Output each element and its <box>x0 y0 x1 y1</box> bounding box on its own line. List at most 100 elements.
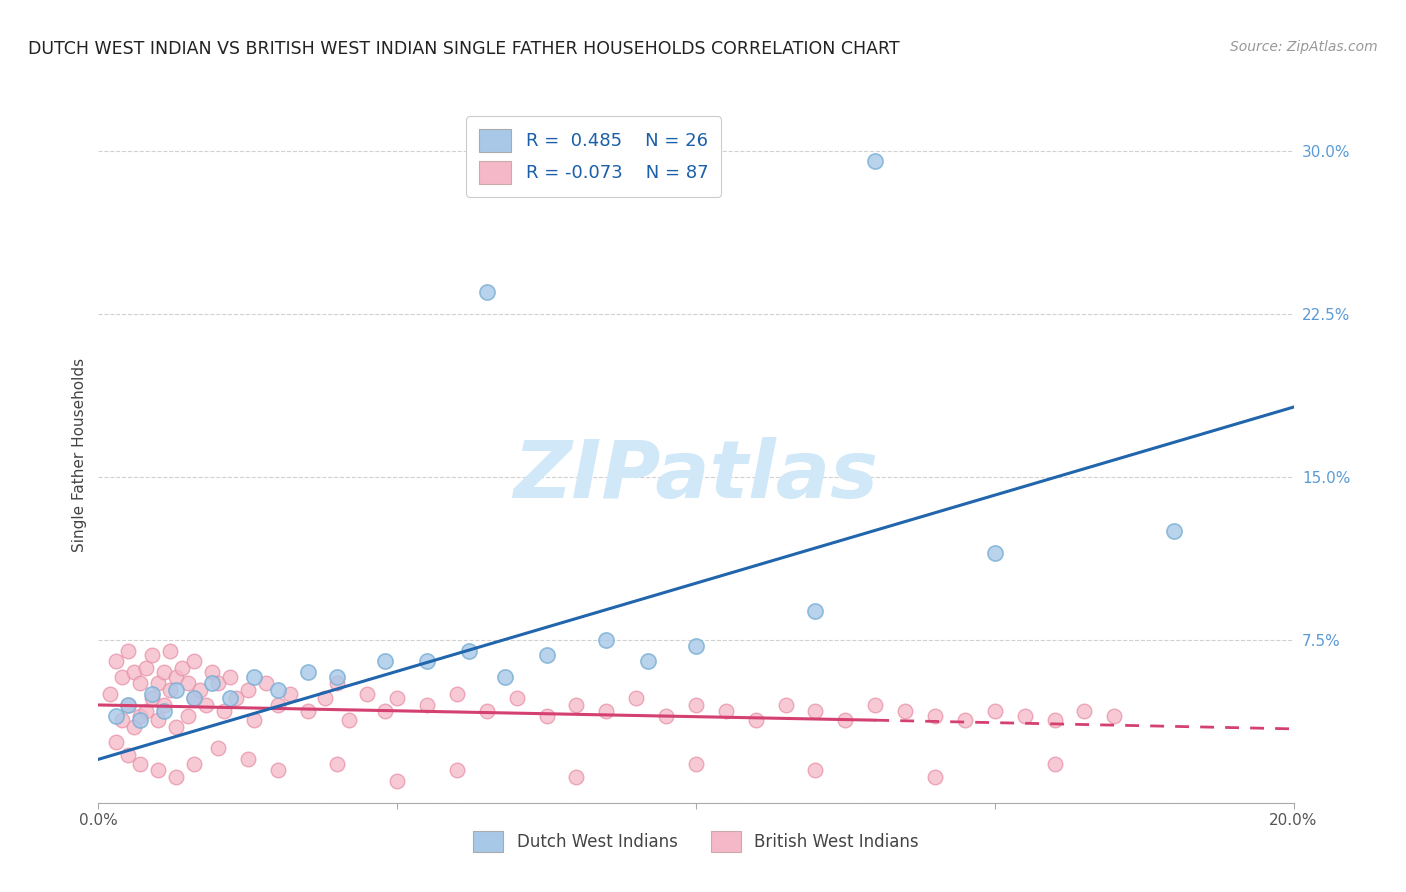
Point <box>165 720 187 734</box>
Point <box>165 770 187 784</box>
Point <box>267 698 290 712</box>
Point <box>201 676 224 690</box>
Point <box>385 691 409 706</box>
Point <box>924 770 946 784</box>
Point <box>201 665 224 680</box>
Point <box>172 661 194 675</box>
Point <box>165 682 187 697</box>
Point <box>148 713 170 727</box>
Point <box>129 713 152 727</box>
Point <box>254 676 277 690</box>
Point <box>297 705 319 719</box>
Point <box>475 285 498 299</box>
Point <box>141 691 163 706</box>
Point <box>385 774 409 789</box>
Point <box>1043 713 1066 727</box>
Point <box>129 676 152 690</box>
Point <box>745 713 768 727</box>
Point <box>953 713 976 727</box>
Point <box>195 698 218 712</box>
Point <box>446 763 468 777</box>
Point <box>1043 756 1066 771</box>
Y-axis label: Single Father Households: Single Father Households <box>72 358 87 552</box>
Point <box>685 756 707 771</box>
Point <box>924 708 946 723</box>
Text: ZIPatlas: ZIPatlas <box>513 437 879 515</box>
Point <box>165 670 187 684</box>
Point <box>105 655 128 669</box>
Point <box>865 154 887 169</box>
Point <box>416 698 439 712</box>
Point <box>183 655 205 669</box>
Point <box>183 756 205 771</box>
Point <box>685 698 707 712</box>
Point <box>1163 524 1185 538</box>
Point <box>129 756 152 771</box>
Point <box>111 670 134 684</box>
Point <box>565 698 588 712</box>
Point <box>135 661 157 675</box>
Point <box>153 705 176 719</box>
Point <box>339 713 361 727</box>
Point <box>219 670 242 684</box>
Point <box>207 676 229 690</box>
Point <box>326 670 349 684</box>
Point <box>494 670 516 684</box>
Point <box>685 639 707 653</box>
Point <box>111 713 134 727</box>
Point <box>297 665 319 680</box>
Point <box>117 643 139 657</box>
Point <box>278 687 301 701</box>
Legend: Dutch West Indians, British West Indians: Dutch West Indians, British West Indians <box>461 819 931 864</box>
Point <box>141 648 163 662</box>
Point <box>804 605 827 619</box>
Point <box>315 691 337 706</box>
Point <box>105 735 128 749</box>
Point <box>148 763 170 777</box>
Point <box>124 665 146 680</box>
Point <box>183 691 205 706</box>
Point <box>236 682 259 697</box>
Point <box>714 705 737 719</box>
Point <box>153 698 176 712</box>
Point <box>117 747 139 762</box>
Point <box>188 682 211 697</box>
Point <box>225 691 247 706</box>
Point <box>1104 708 1126 723</box>
Point <box>243 713 266 727</box>
Point <box>141 687 163 701</box>
Point <box>148 676 170 690</box>
Point <box>98 687 122 701</box>
Text: DUTCH WEST INDIAN VS BRITISH WEST INDIAN SINGLE FATHER HOUSEHOLDS CORRELATION CH: DUTCH WEST INDIAN VS BRITISH WEST INDIAN… <box>28 40 900 58</box>
Point <box>159 682 181 697</box>
Point <box>536 708 558 723</box>
Point <box>506 691 529 706</box>
Point <box>356 687 378 701</box>
Point <box>626 691 648 706</box>
Point <box>243 670 266 684</box>
Point <box>135 705 157 719</box>
Point <box>219 691 242 706</box>
Point <box>159 643 181 657</box>
Point <box>595 632 617 647</box>
Point <box>865 698 887 712</box>
Text: Source: ZipAtlas.com: Source: ZipAtlas.com <box>1230 40 1378 54</box>
Point <box>536 648 558 662</box>
Point <box>105 708 128 723</box>
Point <box>374 655 396 669</box>
Point <box>458 643 481 657</box>
Point <box>475 705 498 719</box>
Point <box>212 705 235 719</box>
Point <box>834 713 856 727</box>
Point <box>177 676 200 690</box>
Point <box>637 655 659 669</box>
Point <box>124 720 146 734</box>
Point <box>326 676 349 690</box>
Point <box>804 705 827 719</box>
Point <box>326 756 349 771</box>
Point <box>655 708 678 723</box>
Point <box>1014 708 1036 723</box>
Point <box>236 752 259 766</box>
Point <box>775 698 797 712</box>
Point <box>177 708 200 723</box>
